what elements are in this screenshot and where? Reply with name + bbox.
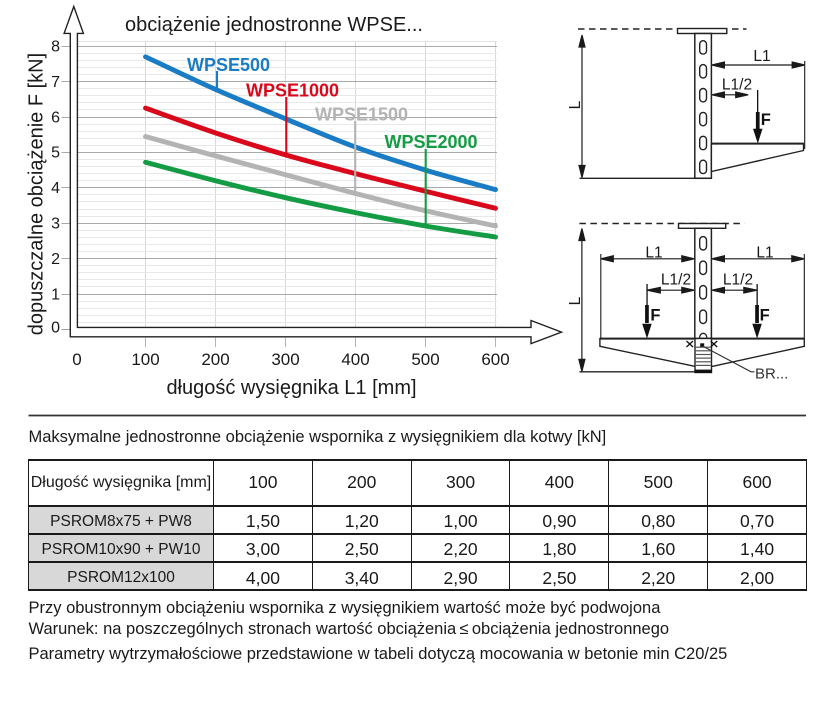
svg-text:L: L xyxy=(567,100,584,109)
svg-text:600: 600 xyxy=(481,350,509,369)
svg-text:4: 4 xyxy=(51,180,60,197)
svg-text:L1: L1 xyxy=(753,48,770,65)
svg-text:L1/2: L1/2 xyxy=(723,272,753,289)
svg-text:300: 300 xyxy=(271,350,299,369)
svg-text:1: 1 xyxy=(51,286,60,303)
svg-text:7: 7 xyxy=(51,74,60,91)
svg-text:obciążenie jednostronne WPSE..: obciążenie jednostronne WPSE... xyxy=(125,14,423,36)
svg-text:L1: L1 xyxy=(756,245,773,262)
svg-text:200: 200 xyxy=(201,350,229,369)
svg-text:F: F xyxy=(760,307,770,325)
svg-text:8: 8 xyxy=(51,39,60,56)
svg-text:BR...: BR... xyxy=(755,366,788,383)
svg-text:100: 100 xyxy=(131,350,159,369)
svg-text:0: 0 xyxy=(72,350,81,369)
svg-text:500: 500 xyxy=(411,350,439,369)
svg-text:L1/2: L1/2 xyxy=(661,272,691,289)
svg-text:WPSE1500: WPSE1500 xyxy=(315,105,408,125)
svg-text:WPSE500: WPSE500 xyxy=(187,55,270,75)
svg-text:L1/2: L1/2 xyxy=(722,77,752,94)
svg-text:WPSE2000: WPSE2000 xyxy=(385,132,478,152)
svg-text:F: F xyxy=(761,111,771,129)
svg-text:L: L xyxy=(567,296,584,305)
svg-text:3: 3 xyxy=(51,216,60,233)
svg-text:F: F xyxy=(650,307,660,325)
svg-text:L1: L1 xyxy=(645,245,662,262)
svg-text:dopuszczalne obciążenie F [kN]: dopuszczalne obciążenie F [kN] xyxy=(26,53,48,335)
svg-text:5: 5 xyxy=(51,145,60,162)
svg-text:długość wysięgnika L1 [mm]: długość wysięgnika L1 [mm] xyxy=(166,377,416,399)
svg-text:400: 400 xyxy=(341,350,369,369)
svg-text:6: 6 xyxy=(51,109,60,126)
svg-text:WPSE1000: WPSE1000 xyxy=(246,81,339,101)
svg-text:2: 2 xyxy=(51,251,60,268)
svg-text:0: 0 xyxy=(51,320,60,337)
